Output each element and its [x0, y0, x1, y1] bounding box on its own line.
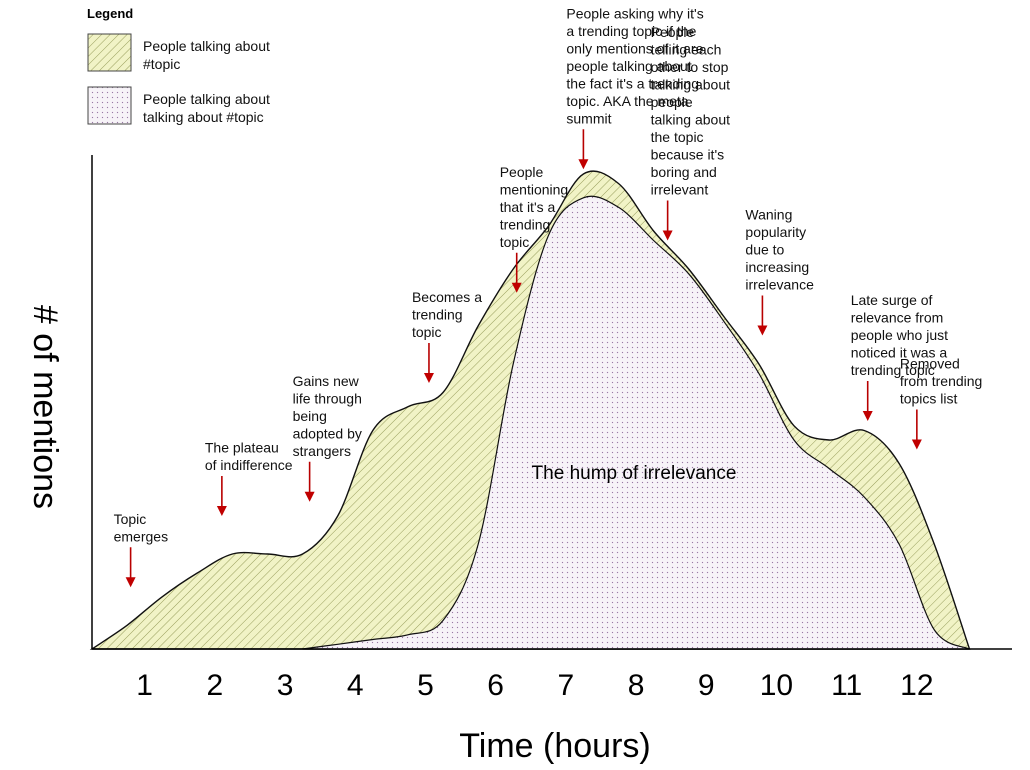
legend-item-2-line-1: People talking about — [143, 91, 270, 107]
annotation-6-line-3: only mentions of it are — [566, 40, 703, 56]
annotation-arrow-head — [757, 325, 768, 336]
annotation-5-line-5: topic — [500, 234, 530, 250]
annotation-7-line-2: telling each — [651, 42, 722, 58]
legend-swatch-dots — [87, 86, 132, 125]
annotation-5-line-4: trending — [500, 216, 551, 232]
x-tick-label-8: 8 — [628, 669, 645, 702]
annotation-8-line-4: increasing — [745, 259, 809, 275]
x-tick-label-11: 11 — [831, 669, 862, 702]
annotation-5-line-2: mentioning — [500, 181, 568, 197]
annotation-4-line-2: trending — [412, 307, 463, 323]
annotation-6-line-4: people talking about — [566, 58, 691, 74]
annotation-arrow-head — [423, 373, 434, 383]
annotation-7-line-6: talking about — [651, 112, 731, 128]
x-axis-title: Time (hours) — [459, 727, 650, 765]
annotation-3-line-2: life through — [293, 390, 362, 406]
annotation-7-line-7: the topic — [651, 129, 704, 145]
annotation-arrow-head — [216, 506, 227, 516]
annotation-8-line-3: due to — [745, 242, 784, 258]
annotation-7-line-1: People — [651, 24, 695, 40]
annotation-arrow-head — [304, 491, 315, 502]
annotation-9-line-5: trending topic — [851, 362, 935, 378]
annotation-7-line-3: other to stop — [651, 59, 729, 75]
annotation-7-line-9: boring and — [651, 164, 717, 180]
annotation-9-line-1: Late surge of — [851, 292, 933, 308]
annotation-9-line-2: relevance from — [851, 310, 944, 326]
annotation-6-line-6: topic. AKA the meta — [566, 93, 688, 109]
x-tick-label-7: 7 — [558, 669, 575, 702]
annotation-10-line-2: from trending — [900, 373, 982, 389]
annotation-6-line-5: the fact it's a trending — [566, 75, 699, 91]
y-axis-title: # of mentions — [26, 305, 64, 509]
legend-item-1-line-2: #topic — [143, 56, 180, 72]
x-tick-label-9: 9 — [698, 669, 715, 702]
legend: Legend People talking about #topic Peopl… — [87, 6, 270, 125]
annotation-5-line-3: that it's a — [500, 199, 556, 215]
x-tick-label-12: 12 — [900, 669, 933, 702]
annotation-arrow-head — [578, 159, 589, 170]
legend-title: Legend — [87, 6, 133, 21]
annotation-arrow-head — [862, 411, 873, 421]
annotation-4-line-1: Becomes a — [412, 289, 482, 305]
x-tick-label-2: 2 — [207, 669, 224, 702]
annotation-9-line-4: noticed it was a — [851, 345, 948, 361]
x-tick-label-6: 6 — [487, 669, 504, 702]
x-tick-label-10: 10 — [760, 669, 793, 702]
x-tick-label-5: 5 — [417, 669, 434, 702]
annotation-2-line-1: The plateau — [205, 440, 279, 456]
annotation-8-line-2: popularity — [745, 224, 806, 240]
annotation-3-line-5: strangers — [293, 443, 351, 459]
annotation-10-line-3: topics list — [900, 391, 958, 407]
area-talking-about-talking-about-topic — [302, 195, 970, 650]
annotation-6-line-7: summit — [566, 110, 611, 126]
x-tick-label-3: 3 — [277, 669, 294, 702]
annotation-6-line-2: a trending topic if the — [566, 23, 696, 39]
annotation-3-line-1: Gains new — [293, 373, 360, 389]
x-tick-label-4: 4 — [347, 669, 364, 702]
annotation-7-line-8: because it's — [651, 147, 725, 163]
annotation-6-line-1: People asking why it's — [566, 5, 703, 21]
annotation-8-line-5: irrelevance — [745, 277, 814, 293]
annotation-arrow-head — [511, 282, 522, 293]
annotation-1-line-2: emerges — [114, 528, 168, 544]
annotation-5-line-1: People — [500, 164, 544, 180]
annotation-arrow-head — [662, 230, 673, 241]
annotation-10-line-1: Removed — [900, 356, 960, 372]
annotation-1-line-1: Topic — [114, 511, 147, 527]
annotation-6: People asking why it's a trending topic i… — [566, 5, 704, 170]
annotation-4-line-3: topic — [412, 324, 442, 340]
annotation-9-line-3: people who just — [851, 327, 948, 343]
annotation-7-line-5: people — [651, 94, 693, 110]
annotation-7-line-4: talking about — [651, 77, 731, 93]
x-tick-labels: 1 2 3 4 5 6 7 8 9 10 11 12 — [136, 669, 933, 702]
center-label: The hump of irrelevance — [532, 463, 737, 484]
annotation-arrow-head — [911, 439, 922, 450]
legend-item-2-line-2: talking about #topic — [143, 109, 264, 125]
annotation-3-line-4: adopted by — [293, 425, 362, 441]
annotation-8-line-1: Waning — [745, 207, 792, 223]
annotation-3-line-3: being — [293, 408, 327, 424]
annotation-2-line-2: of indifference — [205, 457, 293, 473]
annotation-7-line-10: irrelevant — [651, 182, 709, 198]
legend-item-1-line-1: People talking about — [143, 38, 270, 54]
x-tick-label-1: 1 — [136, 669, 153, 702]
annotation-arrow-head — [125, 577, 136, 588]
legend-swatch-hatch — [87, 33, 132, 72]
